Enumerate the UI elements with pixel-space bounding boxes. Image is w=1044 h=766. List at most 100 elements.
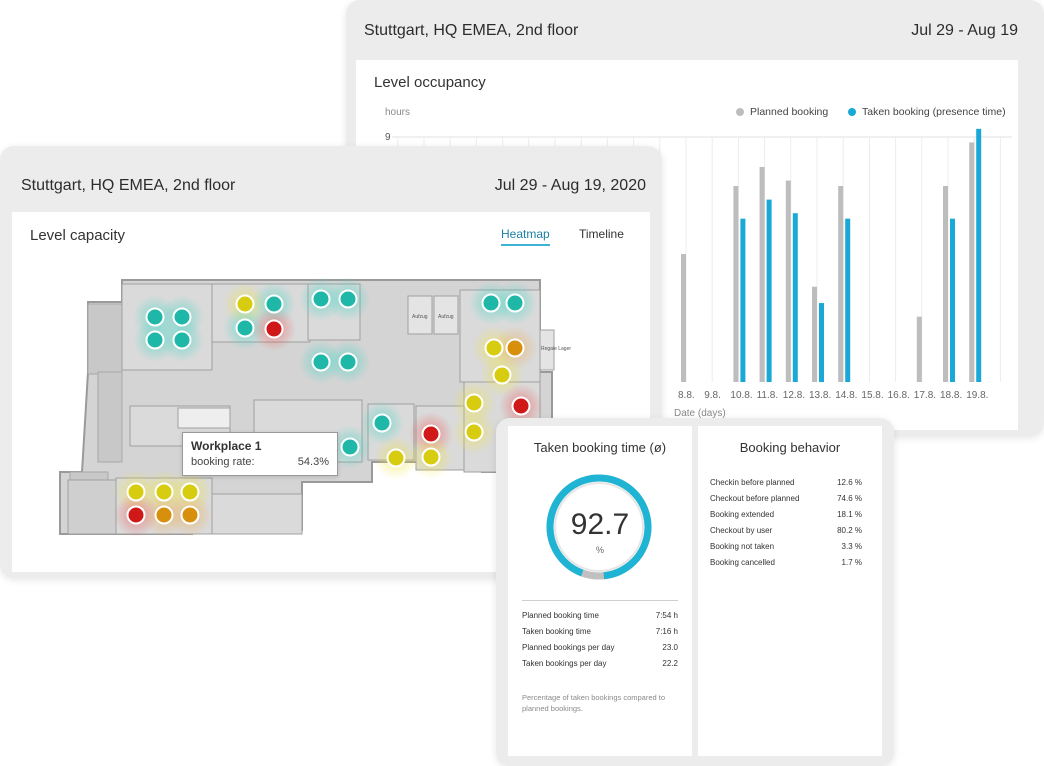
tooltip-rate-row: booking rate: 54.3% (191, 456, 329, 468)
behavior-value: 18.1 % (837, 510, 862, 519)
behavior-row: Checkout before planned 74.6 % (710, 494, 862, 503)
workplace-seat[interactable] (235, 294, 255, 314)
x-tick-label: 15.8. (861, 390, 883, 401)
capacity-card-title: Stuttgart, HQ EMEA, 2nd floor (21, 177, 236, 194)
workplace-seat[interactable] (311, 289, 331, 309)
bar-taken (766, 199, 772, 382)
tab-heatmap[interactable]: Heatmap (501, 227, 550, 246)
bar-planned (733, 186, 739, 382)
stat-value: 7:16 h (655, 627, 678, 636)
workplace-tooltip: Workplace 1 booking rate: 54.3% (182, 432, 338, 476)
behavior-label: Booking extended (710, 510, 775, 519)
workplace-seat[interactable] (464, 422, 484, 442)
gauge-inner-ring (554, 482, 644, 572)
capacity-heading: Level capacity (30, 227, 126, 244)
bar-taken (792, 213, 798, 382)
x-tick-label: 18.8. (940, 390, 962, 401)
workplace-seat[interactable] (505, 338, 525, 358)
stat-row: Taken booking time 7:16 h (522, 627, 678, 636)
legend-planned: Planned booking (736, 106, 828, 118)
x-tick-label: 8.8. (678, 390, 695, 401)
behavior-row: Booking cancelled 1.7 % (710, 558, 862, 567)
stat-value: 23.0 (662, 643, 678, 652)
booking-stats-card: Taken booking time (ø) 92.7 % Planned bo… (496, 418, 894, 766)
workplace-seat[interactable] (154, 482, 174, 502)
behavior-label: Checkin before planned (710, 478, 795, 487)
workplace-seat[interactable] (180, 505, 200, 525)
taken-booking-gauge (546, 474, 652, 580)
y-axis-unit: hours (385, 107, 411, 118)
workplace-seat[interactable] (264, 319, 284, 339)
stat-label: Planned bookings per day (522, 643, 615, 652)
behavior-value: 12.6 % (837, 478, 862, 487)
taken-booking-note: Percentage of taken bookings compared to… (522, 693, 666, 713)
tooltip-rate-value: 54.3% (297, 456, 329, 468)
workplace-seat[interactable] (484, 338, 504, 358)
legend-taken-dot (848, 108, 856, 116)
tooltip-rate-label: booking rate: (191, 456, 255, 468)
bar-planned (969, 142, 975, 382)
stat-label: Taken booking time (522, 627, 591, 636)
stats-divider (522, 600, 678, 601)
workplace-seat[interactable] (126, 482, 146, 502)
bar-taken (950, 218, 955, 382)
x-tick-label: 16.8. (888, 390, 910, 401)
occupancy-date-range: Jul 29 - Aug 19 (911, 22, 1018, 39)
workplace-seat[interactable] (126, 505, 146, 525)
workplace-seat[interactable] (145, 307, 165, 327)
behavior-label: Booking not taken (710, 542, 775, 551)
x-tick-label: 11.8. (757, 390, 779, 401)
room-labels: Aufzug Aufzug Regale Lager (412, 314, 571, 352)
workplace-seat[interactable] (338, 289, 358, 309)
behavior-label: Booking cancelled (710, 558, 775, 567)
tab-timeline[interactable]: Timeline (579, 227, 624, 241)
workplace-seat[interactable] (421, 447, 441, 467)
workplace-seat[interactable] (421, 424, 441, 444)
x-axis-label: Date (days) (674, 408, 726, 419)
bar-planned (759, 166, 765, 382)
bar-planned (812, 286, 817, 382)
legend-planned-label: Planned booking (750, 106, 829, 118)
occupancy-card-title: Stuttgart, HQ EMEA, 2nd floor (364, 22, 579, 39)
workplace-seat[interactable] (264, 294, 284, 314)
stat-value: 7:54 h (655, 611, 678, 620)
workplace-seat[interactable] (172, 307, 192, 327)
stat-row: Planned booking time 7:54 h (522, 611, 678, 620)
booking-behavior-panel: Booking behavior Checkin before planned 1… (698, 426, 882, 756)
bar-planned (916, 316, 922, 382)
behavior-row: Booking not taken 3.3 % (710, 542, 862, 551)
x-tick-label: 10.8. (730, 390, 752, 401)
workplace-seat[interactable] (338, 352, 358, 372)
workplace-seat[interactable] (172, 330, 192, 350)
x-tick-label: 12.8. (783, 390, 805, 401)
workplace-seat[interactable] (145, 330, 165, 350)
bar-taken (976, 128, 982, 382)
workplace-seat[interactable] (492, 365, 512, 385)
workplace-seat[interactable] (154, 505, 174, 525)
gauge-unit: % (595, 545, 604, 555)
y-tick-label: 9 (385, 132, 391, 143)
room-label-aufzug-2: Aufzug (438, 314, 454, 320)
stat-label: Taken bookings per day (522, 659, 607, 668)
behavior-value: 80.2 % (837, 526, 862, 535)
stat-value: 22.2 (662, 659, 678, 668)
occupancy-heading: Level occupancy (374, 74, 486, 91)
floor-plan-heatmap: Aufzug Aufzug Regale Lager (59, 277, 571, 537)
taken-booking-time-title: Taken booking time (ø) (533, 440, 667, 455)
legend-taken: Taken booking (presence time) (848, 106, 1006, 118)
workplace-seat[interactable] (464, 393, 484, 413)
bar-planned (943, 186, 948, 382)
workplace-seat[interactable] (340, 437, 360, 457)
workplace-seat[interactable] (235, 318, 255, 338)
workplace-seat[interactable] (481, 293, 501, 313)
workplace-seat[interactable] (311, 352, 331, 372)
bar-planned (681, 254, 686, 382)
workplace-seat[interactable] (505, 293, 525, 313)
workplace-seat[interactable] (386, 448, 406, 468)
behavior-value: 74.6 % (837, 494, 862, 503)
workplace-seat[interactable] (372, 413, 392, 433)
workplace-seat[interactable] (180, 482, 200, 502)
behavior-row: Checkin before planned 12.6 % (710, 478, 862, 487)
legend-taken-label: Taken booking (presence time) (862, 106, 1006, 118)
workplace-seat[interactable] (511, 396, 531, 416)
